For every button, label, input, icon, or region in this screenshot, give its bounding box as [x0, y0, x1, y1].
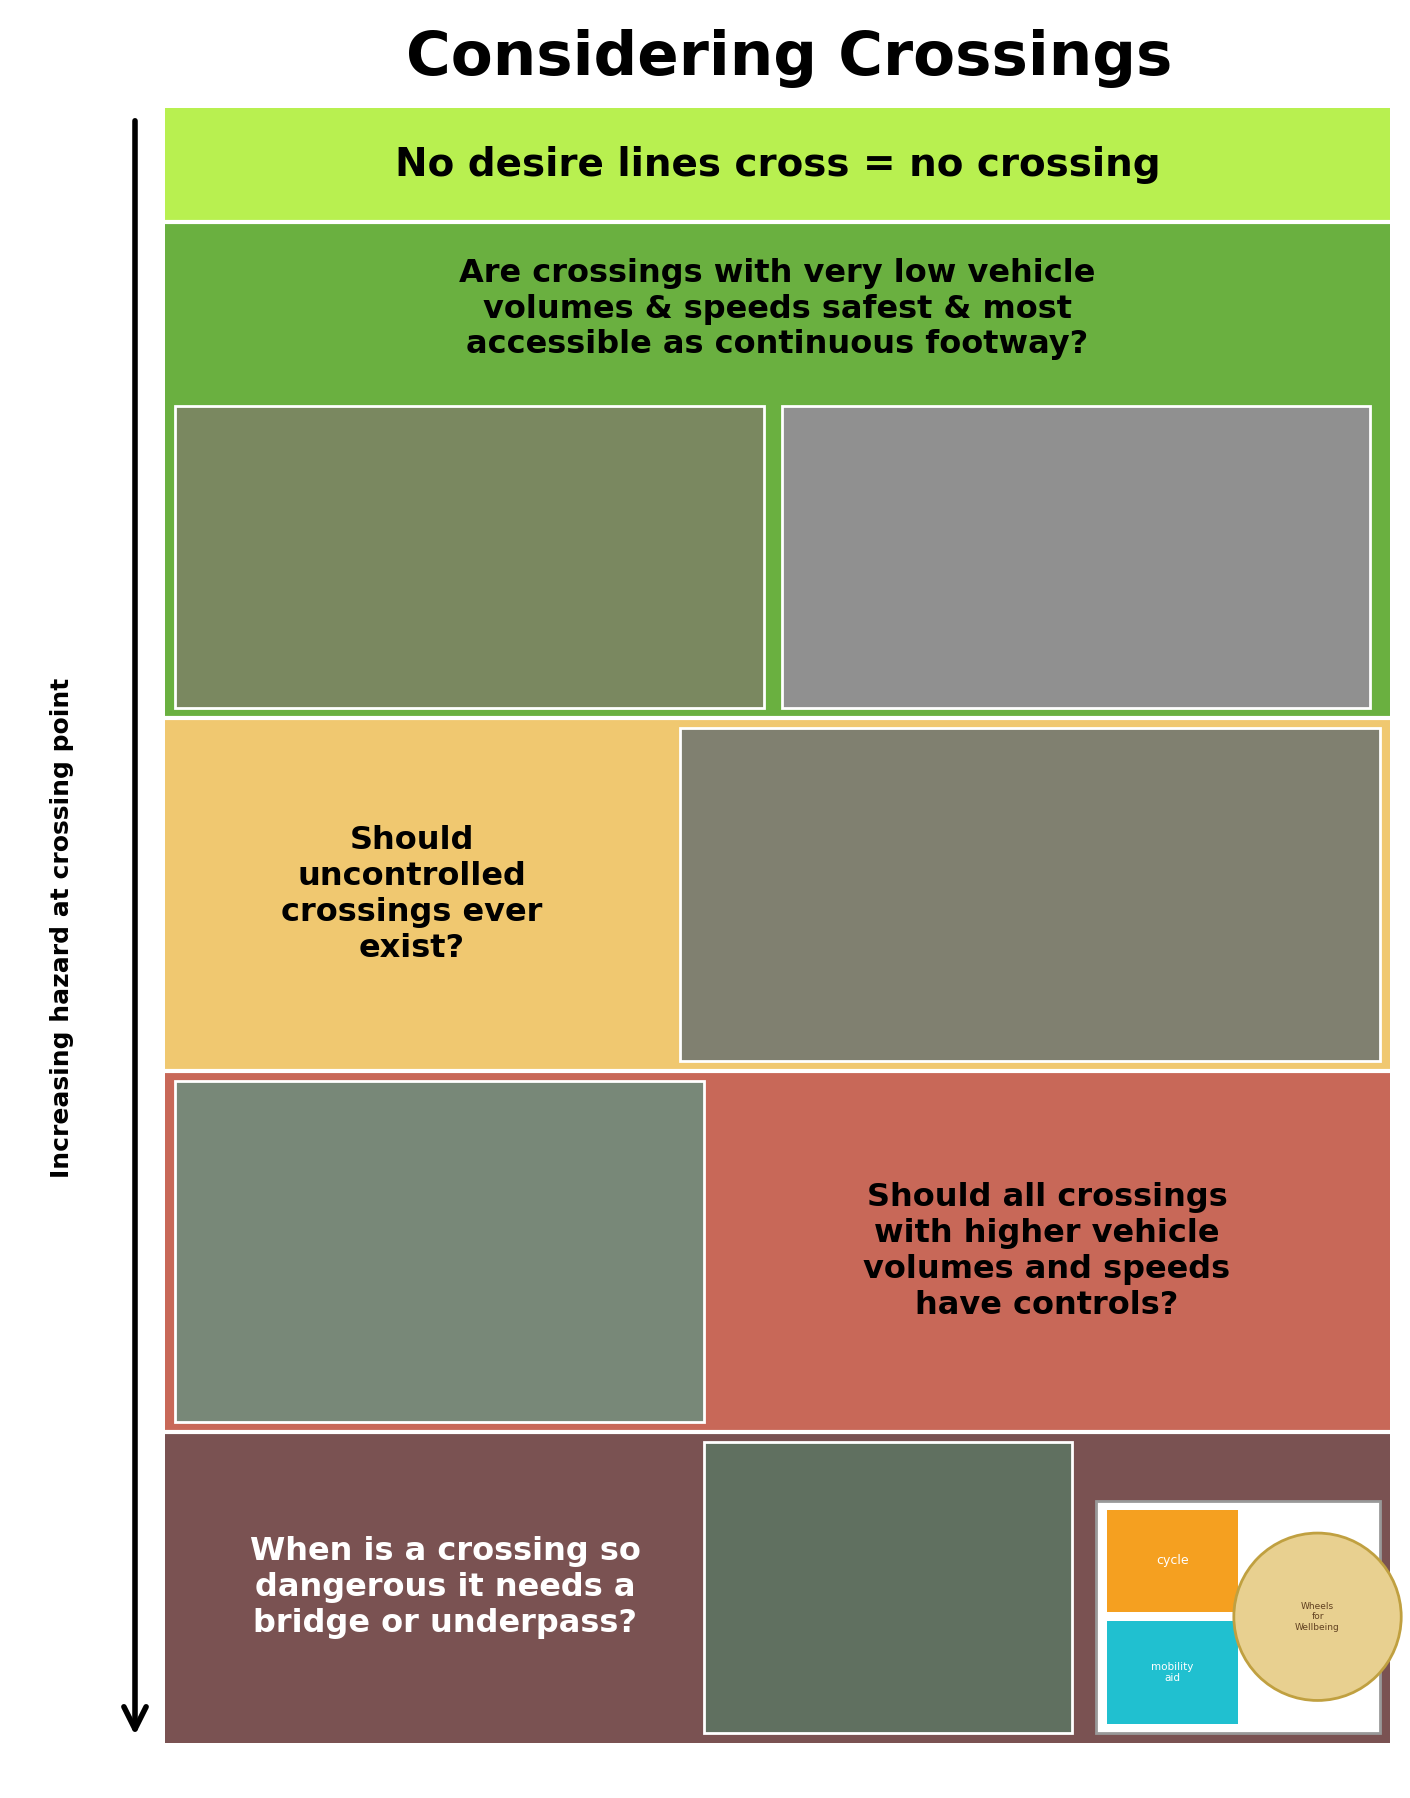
- Circle shape: [1234, 1534, 1402, 1701]
- Text: mobility
aid: mobility aid: [1152, 1661, 1194, 1683]
- Text: Increasing hazard at crossing point: Increasing hazard at crossing point: [49, 678, 73, 1178]
- Bar: [165, 223, 1390, 717]
- Text: No desire lines cross = no crossing: No desire lines cross = no crossing: [395, 146, 1160, 183]
- Bar: [165, 1433, 1390, 1742]
- Bar: [1096, 1501, 1380, 1733]
- Text: Should all crossings
with higher vehicle
volumes and speeds
have controls?: Should all crossings with higher vehicle…: [863, 1183, 1231, 1322]
- Text: When is a crossing so
dangerous it needs a
bridge or underpass?: When is a crossing so dangerous it needs…: [250, 1535, 640, 1638]
- Bar: [704, 1442, 1072, 1733]
- Bar: [175, 406, 763, 708]
- Bar: [165, 108, 1390, 223]
- Bar: [165, 1072, 1390, 1433]
- Text: Are crossings with very low vehicle
volumes & speeds safest & most
accessible as: Are crossings with very low vehicle volu…: [460, 257, 1096, 360]
- Bar: [175, 1081, 704, 1422]
- Text: Wheels
for
Wellbeing: Wheels for Wellbeing: [1296, 1602, 1339, 1631]
- Bar: [1107, 1622, 1238, 1724]
- Text: cycle: cycle: [1156, 1555, 1189, 1568]
- Text: Considering Crossings: Considering Crossings: [406, 29, 1173, 88]
- Bar: [165, 717, 1390, 1072]
- Bar: [781, 406, 1371, 708]
- Text: Should
uncontrolled
crossings ever
exist?: Should uncontrolled crossings ever exist…: [281, 825, 543, 964]
- Bar: [680, 728, 1380, 1061]
- Bar: [1107, 1510, 1238, 1613]
